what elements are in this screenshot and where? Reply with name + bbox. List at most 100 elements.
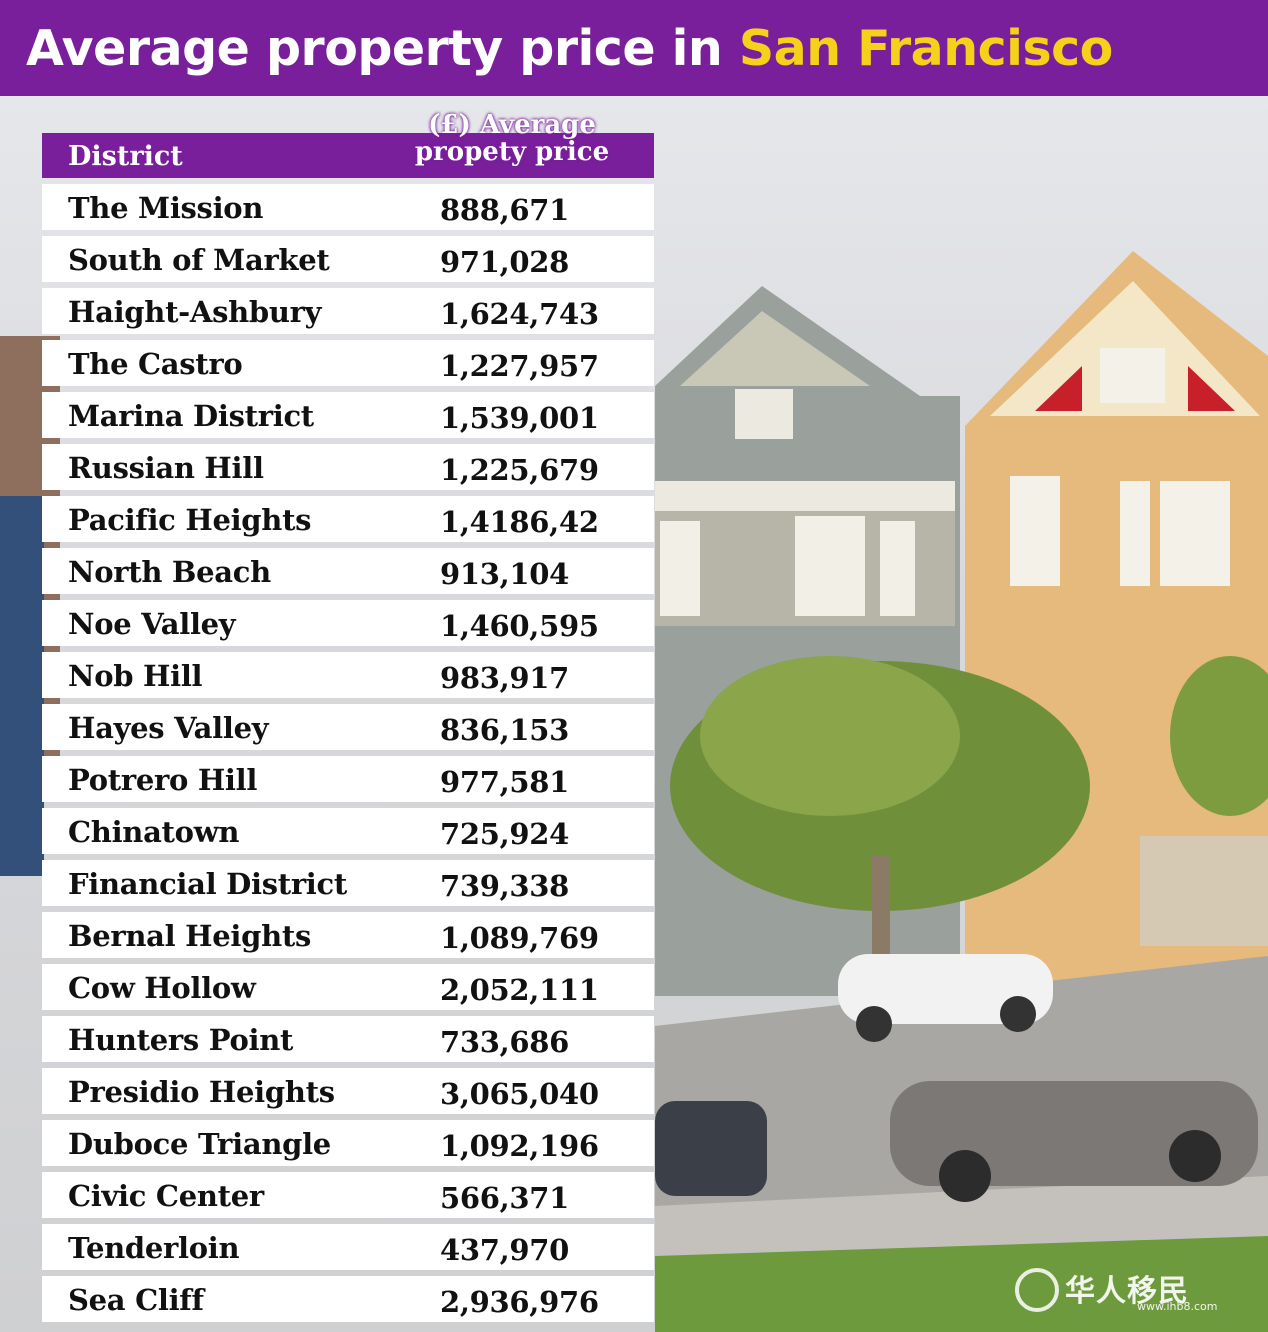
watermark: 华人移民 www.ihb8.com xyxy=(1015,1262,1255,1318)
blue-house xyxy=(0,496,44,876)
average-price: 836,153 xyxy=(440,713,570,747)
average-price: 888,671 xyxy=(440,193,570,227)
page-title: Average property price in San Francisco xyxy=(26,20,1113,77)
district-name: South of Market xyxy=(68,243,330,277)
grey-window-3 xyxy=(880,521,915,616)
average-price: 566,371 xyxy=(440,1181,570,1215)
average-price: 971,028 xyxy=(440,245,570,279)
yellow-house-window xyxy=(1100,348,1165,403)
white-car-wheel-front xyxy=(856,1006,892,1042)
average-price: 1,225,679 xyxy=(440,453,599,487)
tree-highlight xyxy=(700,656,960,816)
table-row: Sea Cliff 2,936,976 xyxy=(42,1276,654,1322)
table-row: Potrero Hill 977,581 xyxy=(42,756,654,802)
yellow-gable-accent-left xyxy=(1035,366,1082,411)
district-name: Hunters Point xyxy=(68,1023,294,1057)
district-name: Cow Hollow xyxy=(68,971,256,1005)
average-price: 913,104 xyxy=(440,557,570,591)
average-price: 1,460,595 xyxy=(440,609,599,643)
table-row: Russian Hill 1,225,679 xyxy=(42,444,654,490)
average-price: 1,624,743 xyxy=(440,297,599,331)
table-row: Hayes Valley 836,153 xyxy=(42,704,654,750)
table-row: Chinatown 725,924 xyxy=(42,808,654,854)
average-price: 1,089,769 xyxy=(440,921,599,955)
district-name: Hayes Valley xyxy=(68,711,269,745)
average-price: 437,970 xyxy=(440,1233,570,1267)
table-row: Civic Center 566,371 xyxy=(42,1172,654,1218)
table-header-bar xyxy=(42,133,654,178)
title-city: San Francisco xyxy=(738,19,1113,77)
district-name: The Mission xyxy=(68,191,264,225)
grey-car-wheel-front xyxy=(939,1150,991,1202)
title-banner: Average property price in San Francisco xyxy=(0,0,1268,96)
header-price: (£) Average propety price xyxy=(414,110,610,167)
grey-house-gable xyxy=(680,311,870,386)
average-price: 983,917 xyxy=(440,661,570,695)
title-prefix: Average property price in xyxy=(26,19,723,77)
district-name: Duboce Triangle xyxy=(68,1127,331,1161)
district-name: Pacific Heights xyxy=(68,503,312,537)
white-car-wheel-rear xyxy=(1000,996,1036,1032)
table-row: The Castro 1,227,957 xyxy=(42,340,654,386)
table-row: Haight-Ashbury 1,624,743 xyxy=(42,288,654,334)
grey-window-2 xyxy=(795,516,865,616)
dark-car xyxy=(655,1101,767,1196)
yellow-window-1 xyxy=(1010,476,1060,586)
district-name: Potrero Hill xyxy=(68,763,258,797)
average-price: 1,539,001 xyxy=(440,401,599,435)
tree-trunk xyxy=(872,856,890,966)
yellow-window-3 xyxy=(1160,481,1230,586)
average-price: 739,338 xyxy=(440,869,570,903)
district-name: The Castro xyxy=(68,347,243,381)
table-row: Tenderloin 437,970 xyxy=(42,1224,654,1270)
district-name: Presidio Heights xyxy=(68,1075,335,1109)
table-body: The Mission 888,671 South of Market 971,028… xyxy=(42,184,654,1322)
table-row: Presidio Heights 3,065,040 xyxy=(42,1068,654,1114)
price-table: District (£) Average propety price The M… xyxy=(42,108,654,1322)
table-row: Bernal Heights 1,089,769 xyxy=(42,912,654,958)
table-row: Noe Valley 1,460,595 xyxy=(42,600,654,646)
watermark-logo-icon xyxy=(1015,1268,1059,1312)
district-name: Noe Valley xyxy=(68,607,236,641)
average-price: 3,065,040 xyxy=(440,1077,599,1111)
table-row: Financial District 739,338 xyxy=(42,860,654,906)
table-header: District (£) Average propety price xyxy=(42,108,654,178)
yellow-gable-accent-right xyxy=(1188,366,1235,411)
lawn xyxy=(655,1236,1268,1332)
yellow-window-2 xyxy=(1120,481,1150,586)
average-price: 1,092,196 xyxy=(440,1129,599,1163)
grey-window-1 xyxy=(660,521,700,616)
district-name: North Beach xyxy=(68,555,271,589)
grey-car-wheel-rear xyxy=(1169,1130,1221,1182)
table-row: Duboce Triangle 1,092,196 xyxy=(42,1120,654,1166)
average-price: 733,686 xyxy=(440,1025,570,1059)
tree-right xyxy=(1170,656,1268,816)
grey-house-trim xyxy=(655,481,955,511)
district-name: Russian Hill xyxy=(68,451,264,485)
table-row: Hunters Point 733,686 xyxy=(42,1016,654,1062)
white-car xyxy=(838,954,1053,1024)
average-price: 1,227,957 xyxy=(440,349,599,383)
district-name: Sea Cliff xyxy=(68,1283,204,1317)
district-name: Bernal Heights xyxy=(68,919,311,953)
header-district: District xyxy=(68,141,183,172)
average-price: 2,936,976 xyxy=(440,1285,599,1319)
district-name: Haight-Ashbury xyxy=(68,295,322,329)
table-row: Pacific Heights 1,4186,42 xyxy=(42,496,654,542)
watermark-url: www.ihb8.com xyxy=(1137,1300,1218,1313)
table-row: North Beach 913,104 xyxy=(42,548,654,594)
average-price: 977,581 xyxy=(440,765,570,799)
district-name: Chinatown xyxy=(68,815,240,849)
average-price: 725,924 xyxy=(440,817,570,851)
table-row: The Mission 888,671 xyxy=(42,184,654,230)
district-name: Civic Center xyxy=(68,1179,264,1213)
grey-house-window xyxy=(735,389,793,439)
district-name: Financial District xyxy=(68,867,347,901)
table-row: Marina District 1,539,001 xyxy=(42,392,654,438)
average-price: 1,4186,42 xyxy=(440,505,599,539)
district-name: Marina District xyxy=(68,399,314,433)
table-row: Nob Hill 983,917 xyxy=(42,652,654,698)
average-price: 2,052,111 xyxy=(440,973,599,1007)
watermark-text: 华人移民 xyxy=(1065,1274,1189,1309)
table-row: Cow Hollow 2,052,111 xyxy=(42,964,654,1010)
